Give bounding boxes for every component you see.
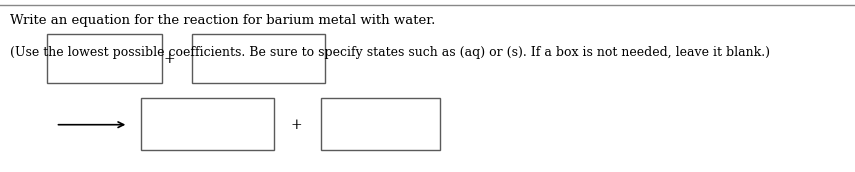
FancyBboxPatch shape <box>321 98 440 150</box>
FancyBboxPatch shape <box>141 98 274 150</box>
Text: +: + <box>291 118 303 132</box>
FancyBboxPatch shape <box>47 34 162 83</box>
Text: +: + <box>163 52 175 66</box>
Text: Write an equation for the reaction for barium metal with water.: Write an equation for the reaction for b… <box>10 14 436 27</box>
FancyBboxPatch shape <box>192 34 325 83</box>
Text: (Use the lowest possible coefficients. Be sure to specify states such as (aq) or: (Use the lowest possible coefficients. B… <box>10 46 770 60</box>
